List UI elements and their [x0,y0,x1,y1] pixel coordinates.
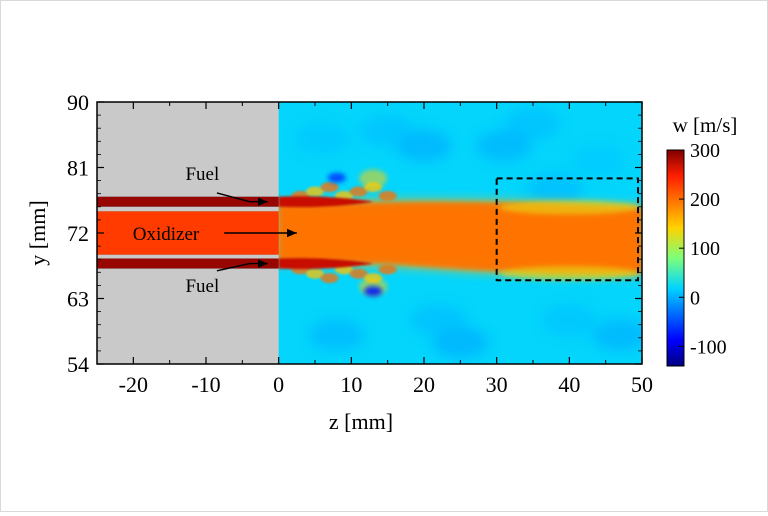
coflow-eddy [308,318,365,351]
coflow-eddy [475,129,532,162]
injector-wall [97,254,279,259]
fuel-arrow-bottom [216,259,268,272]
coflow-eddy [505,107,561,140]
fuel-label-top: Fuel [185,164,219,185]
coflow-eddy [294,122,351,155]
x-tick-label: 10 [340,372,362,397]
colorbar-tick-label: -100 [690,336,727,358]
injector-wall [97,206,279,212]
x-tick-label: -10 [191,372,220,397]
x-tick-label: 20 [413,372,435,397]
jet-upper-fringe [499,200,640,215]
recirculation-pocket [327,172,346,183]
coflow-eddy [541,304,598,337]
contour-field [97,102,642,364]
colorbar: 300 200 100 0 -100 w [m/s] [666,113,738,367]
shear-vortex [320,182,339,193]
shear-vortex [306,268,324,279]
coflow-eddy [359,115,416,148]
shear-vortex [349,268,368,279]
x-axis-label: z [mm] [329,409,393,434]
jet-lower-fringe [499,266,640,281]
y-tick-label: 90 [67,90,89,115]
injector-wall [97,268,279,364]
fuel-jet-tail-1 [278,196,374,208]
oxidizer-label: Oxidizer [133,224,200,245]
coflow-eddy [526,173,583,206]
highlight-box [495,177,639,282]
x-tick-label: 40 [558,372,580,397]
fuel-stream-1 [97,196,279,207]
x-tick-label: -20 [119,372,148,397]
outer-vortex [359,169,388,188]
shear-vortex [378,190,397,201]
shear-vortex [320,273,339,284]
y-tick-label: 54 [67,352,89,377]
colorbar-tick-label: 300 [690,140,720,162]
x-tick-label: 30 [486,372,508,397]
coflow-eddy [410,304,467,337]
injector-wall [97,102,279,197]
colorbar-label: w [m/s] [673,113,738,137]
axes: -20 -10 0 10 20 30 40 50 54 63 72 81 90 [67,90,653,397]
colorbar-tick-label: 100 [690,238,720,260]
shear-vortex [349,186,368,197]
colorbar-tick-label: 0 [690,287,700,309]
fuel-label-bottom: Fuel [185,276,219,297]
fuel-arrow-top [216,192,268,206]
recirculation-pocket [364,286,383,297]
shear-vortex [378,264,397,275]
colorbar-gradient [666,149,685,367]
colorbar-tick-label: 200 [690,189,720,211]
jet-core [278,202,642,275]
y-tick-label: 63 [67,287,89,312]
fuel-stream-2 [97,258,279,269]
annotations: Fuel Oxidizer Fuel [133,164,639,297]
x-tick-label: 50 [631,372,653,397]
y-tick-label: 72 [67,221,89,246]
y-tick-label: 81 [67,156,89,181]
y-axis-label: y [mm] [25,200,50,265]
coflow-eddy [592,318,642,351]
colorbar-ticks: 300 200 100 0 -100 [679,140,727,358]
x-tick-label: 0 [273,372,284,397]
coflow-eddy [570,144,627,177]
fuel-jet-tail-2 [278,258,374,270]
shear-vortex [306,186,324,197]
